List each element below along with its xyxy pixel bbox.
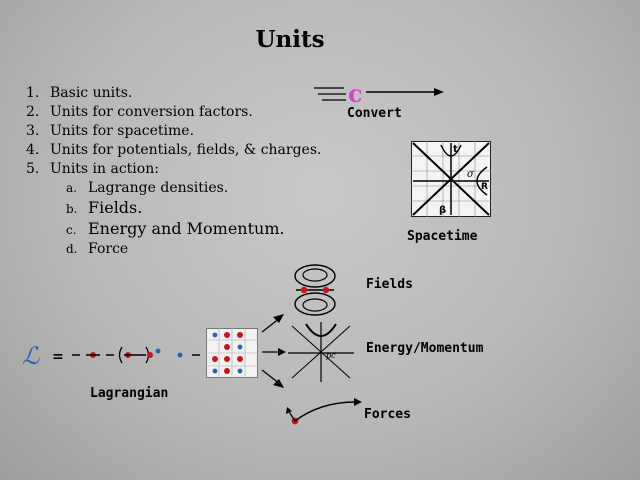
charge-dot-red (224, 344, 230, 350)
outline-item: 4. Units for potentials, fields, & charge… (26, 142, 322, 158)
arrowhead-icon (278, 348, 286, 356)
hyperbola (440, 144, 462, 157)
slide-title: Units (255, 26, 325, 53)
charge-dot-blue (155, 348, 161, 354)
outline-subitem: b. Fields. (66, 198, 143, 217)
charge-dot-blue (177, 352, 183, 358)
convert-label: Convert (347, 106, 402, 121)
field-line (294, 292, 336, 316)
charge-dot-red (237, 356, 243, 362)
forces-diagram (286, 398, 362, 425)
arrowhead-icon (273, 379, 284, 388)
charge-lattice (206, 328, 258, 378)
mass-hyperbola (305, 323, 337, 337)
forces-label: Forces (364, 407, 411, 422)
fields-diagram (294, 264, 336, 316)
lagrangian-symbol-icon: ℒ (22, 342, 40, 370)
charge-dot-blue (212, 368, 218, 374)
outline-subitem: c. Energy and Momentum. (66, 219, 285, 238)
charge-dot-red (300, 286, 308, 294)
outline-list: 1. Basic units. 2. Units for conversion fa… (26, 84, 321, 259)
charge-dot-red (224, 368, 230, 374)
field-line (302, 268, 328, 282)
trajectory-curve (294, 401, 357, 422)
charge-dot-blue (237, 368, 243, 374)
charge-dot-red (212, 356, 218, 362)
fields-label: Fields (366, 277, 413, 292)
branch-arrows (261, 314, 286, 388)
axis-t-label: t (453, 144, 458, 155)
convert-diagram: c (314, 79, 444, 108)
charge-dot-blue (237, 344, 243, 350)
lagrangian-label: Lagrangian (90, 386, 169, 401)
charge-dot-red (237, 332, 243, 338)
charge-dot-blue (212, 332, 218, 338)
outline-item: 3. Units for spacetime. (26, 123, 195, 139)
axis-r-label: R (481, 182, 488, 192)
equals-sign: = (52, 349, 64, 365)
outline-subitem: d. Force (66, 241, 129, 257)
outline-item: 1. Basic units. (26, 85, 133, 101)
c-symbol-icon: c (348, 79, 363, 108)
arrowhead-icon (354, 398, 362, 406)
spacetime-diagram: t σ R β (411, 141, 491, 217)
charge-dot-red (322, 286, 330, 294)
sigma-label: σ (467, 169, 475, 180)
arrowhead-icon (273, 314, 284, 323)
energy-diagram: pc (288, 322, 354, 382)
outline-item: 5. Units in action: (26, 161, 159, 177)
field-line (302, 298, 328, 312)
pc-label: pc (326, 351, 336, 360)
hyperbola (476, 166, 488, 196)
axis-beta-label: β (439, 205, 446, 216)
outline-subitem: a. Lagrange densities. (66, 180, 229, 196)
energy-momentum-label: Energy/Momentum (366, 341, 484, 356)
arrowhead-icon (286, 407, 292, 414)
spacetime-label: Spacetime (407, 229, 478, 244)
charge-dot-red (147, 352, 153, 358)
charge-dot-red (224, 356, 230, 362)
outline-item: 2. Units for conversion factors. (26, 104, 253, 120)
field-line (294, 264, 336, 288)
lattice-grid (206, 328, 258, 378)
lagrangian-expression: ℒ = (22, 342, 200, 370)
paren-open (118, 346, 123, 364)
charge-dot-red (224, 332, 230, 338)
arrowhead-icon (434, 88, 444, 96)
